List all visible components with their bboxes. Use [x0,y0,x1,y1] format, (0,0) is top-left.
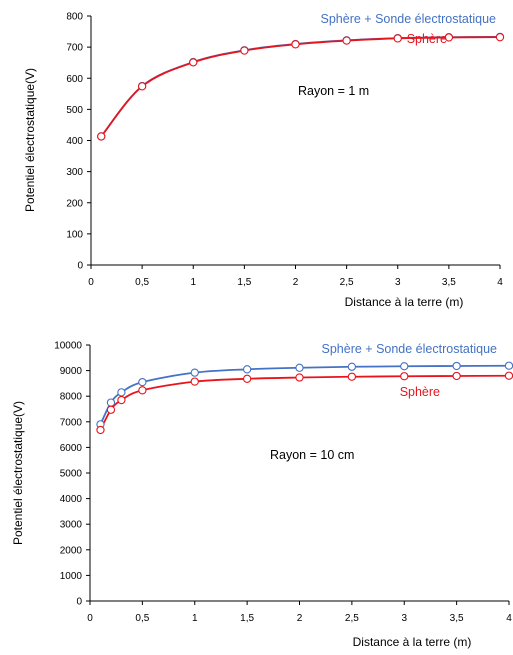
series-2-point [295,373,304,382]
y-tick-label: 0 [77,261,83,272]
series-1-point [347,362,357,371]
x-tick-label: 3 [401,613,407,624]
series-2-point [97,132,106,141]
legend-entry-2: Sphère [400,385,440,399]
legend-entry-1: Sphère + Sonde électrostatique [321,12,497,26]
x-tick-label: 0 [87,613,93,624]
x-tick-label: 1 [190,277,196,288]
series-2-point [452,371,461,381]
x-tick-label: 3,5 [450,613,464,624]
x-tick-label: 1,5 [240,613,254,624]
series-2-point [504,371,513,380]
y-tick-label: 2000 [60,545,83,556]
y-tick-label: 3000 [60,520,83,531]
y-tick-label: 10000 [54,341,82,352]
series-1-point [242,365,252,374]
series-2-point [342,36,351,45]
x-axis-label: Distance à la terre (m) [345,295,464,309]
series-1-point [295,363,304,372]
x-axis-label: Distance à la terre (m) [353,635,472,649]
series-1-point [106,398,116,407]
x-tick-label: 4 [497,277,503,288]
series-2-point [347,372,357,381]
series-line-1 [99,364,510,425]
radius-annotation: Rayon = 1 m [298,84,369,98]
y-tick-label: 300 [66,167,83,178]
y-tick-label: 8000 [60,392,83,403]
x-tick-label: 1 [192,613,198,624]
series-1-point [117,388,126,397]
x-tick-label: 0,5 [135,277,149,288]
y-axis-label: Potentiel électrostatique(V) [11,401,25,545]
legend-entry-1: Sphère + Sonde électrostatique [322,342,498,356]
y-tick-label: 400 [66,136,83,147]
series-1-point [504,361,513,370]
x-tick-label: 4 [506,613,512,624]
x-tick-label: 0 [88,277,94,288]
series-2-point [189,58,198,67]
chart-1: 0 100 200 300 400 500 600 700 800 0 0,5 1 1,5 2 2,5 3 3,… [23,12,505,309]
y-tick-label: 100 [66,229,83,240]
y-tick-label: 600 [66,74,83,85]
y-tick-label: 200 [66,198,83,209]
y-axis-label: Potentiel électrostatique(V) [23,68,37,212]
series-2-point [444,33,454,42]
series-1-point [452,361,461,371]
series-1-point [138,377,147,387]
series-2-point [190,377,199,386]
y-tick-label: 500 [66,105,83,116]
series-2-point [138,386,147,395]
y-tick-label: 1000 [60,571,83,582]
series-2-point [137,82,147,91]
chart-2: 0100020003000400050006000700080009000100… [11,341,513,649]
series-2-point [291,40,300,49]
x-tick-label: 3,5 [442,277,456,288]
series-2-point [106,405,116,414]
legend-entry-2: Sphère [407,32,447,46]
x-tick-label: 0,5 [135,613,149,624]
y-tick-label: 800 [66,12,83,23]
y-tick-label: 6000 [60,443,83,454]
series-2-point [393,34,402,43]
x-tick-label: 3 [395,277,401,288]
y-tick-label: 7000 [60,417,83,428]
radius-annotation: Rayon = 10 cm [270,448,354,462]
x-tick-label: 2 [293,277,299,288]
series-2-point [495,33,505,42]
series-1-point [400,362,409,371]
y-tick-label: 0 [76,597,82,608]
series-2-point [242,374,252,383]
y-tick-label: 700 [66,43,83,54]
series-2-point [400,372,409,381]
y-tick-label: 4000 [60,494,83,505]
x-tick-label: 2 [297,613,303,624]
y-tick-label: 9000 [60,366,83,377]
y-tick-label: 5000 [60,469,83,480]
x-tick-label: 2,5 [340,277,354,288]
x-tick-label: 2,5 [345,613,359,624]
series-2-point [117,395,126,405]
series-2-point [96,425,105,435]
x-tick-label: 1,5 [237,277,251,288]
series-2-point [240,46,249,55]
series-line-2 [99,374,510,431]
series-1-point [190,368,199,377]
